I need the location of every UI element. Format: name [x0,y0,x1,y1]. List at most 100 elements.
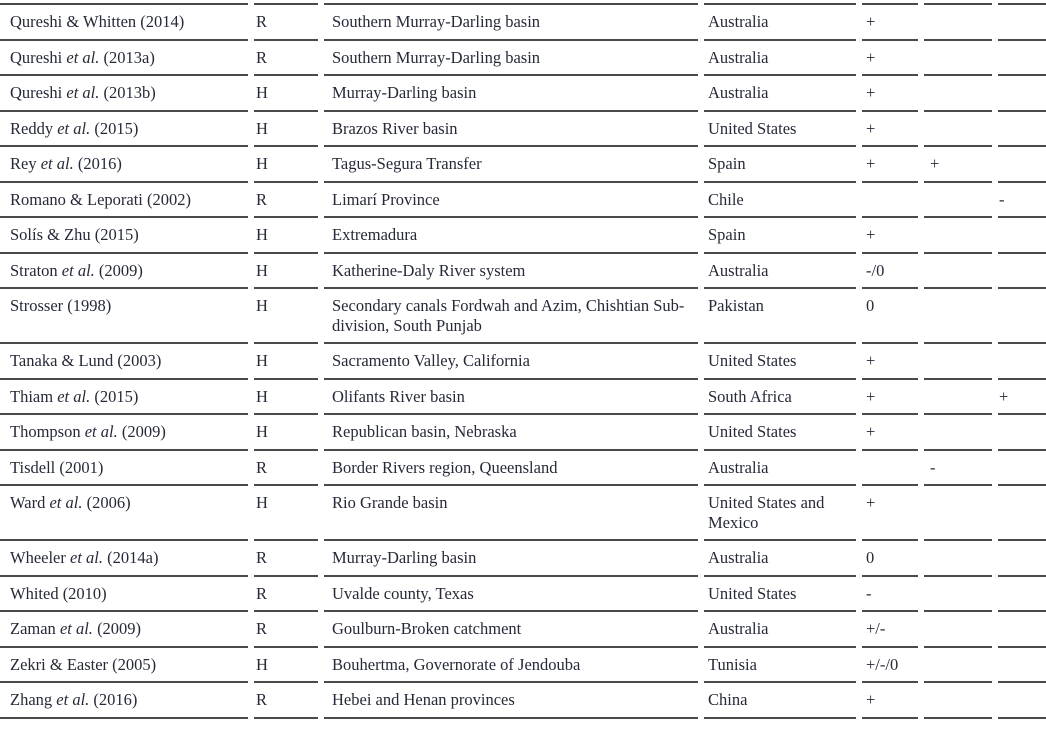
table-row: Straton et al. (2009) H Katherine-Daly R… [0,254,1046,289]
citation-et-al-text: et al. [66,83,100,102]
citation-year-text: (2013a) [99,47,155,67]
method-type-cell: R [254,541,318,577]
country-cell: United States [704,112,856,147]
method-type-cell: H [254,147,318,183]
citation-author-text: Thiam [10,386,58,406]
location-cell: Tagus-Segura Transfer [324,147,698,183]
effect-1-cell: + [862,218,918,254]
method-type-cell: R [254,3,318,41]
table-row: Thompson et al. (2009) H Republican basi… [0,415,1046,451]
method-type-cell: R [254,577,318,612]
location-cell: Hebei and Henan provinces [324,683,698,719]
table-row: Strosser (1998) H Secondary canals Fordw… [0,289,1046,344]
country-cell: United States [704,344,856,380]
effect-2-cell [924,344,992,380]
method-type-cell: H [254,76,318,112]
citation-cell: Whited (2010) [0,577,248,612]
citation-author-text: Strosser (1998) [10,296,112,315]
citation-year-text: (2009) [94,260,143,280]
effect-1-cell: + [862,344,918,380]
effect-2-cell [924,486,992,541]
citation-author-text: Tisdell (2001) [10,457,104,477]
citation-author-text: Zekri & Easter (2005) [10,654,157,674]
method-type-cell: H [254,486,318,541]
country-cell: South Africa [704,380,856,415]
citation-cell: Tanaka & Lund (2003) [0,344,248,380]
table-row: Rey et al. (2016) H Tagus-Segura Transfe… [0,147,1046,183]
citation-author-text: Romano & Leporati (2002) [10,189,192,209]
table-body: Qureshi & Whitten (2014) R Southern Murr… [0,3,1046,719]
effect-2-cell: + [924,147,992,183]
method-type-cell: R [254,41,318,76]
citation-cell: Thiam et al. (2015) [0,380,248,415]
citation-et-al-text: et al. [56,690,90,709]
table-row: Romano & Leporati (2002) R Limarí Provin… [0,183,1046,218]
effect-1-cell: + [862,41,918,76]
effect-2-cell: - [924,451,992,486]
method-type-cell: H [254,648,318,683]
method-type-cell: R [254,183,318,218]
citation-et-al-text: et al. [66,47,100,67]
country-cell: United States and Mexico [704,486,856,541]
citation-et-al-text: et al. [70,548,103,567]
effect-1-cell [862,451,918,486]
effect-1-cell [862,183,918,218]
citation-author-text: Zaman [10,619,60,638]
location-cell: Border Rivers region, Queensland [324,451,698,486]
country-cell: Australia [704,451,856,486]
citation-cell: Thompson et al. (2009) [0,415,248,451]
location-cell: Uvalde county, Texas [324,577,698,612]
citation-et-al-text: et al. [59,619,93,638]
country-cell: Spain [704,218,856,254]
location-cell: Secondary canals Fordwah and Azim, Chish… [324,289,698,344]
location-cell: Southern Murray-Darling basin [324,3,698,41]
effect-1-cell: + [862,112,918,147]
citation-author-text: Qureshi [10,83,67,102]
effect-1-cell: 0 [862,289,918,344]
citation-author-text: Tanaka & Lund (2003) [10,351,162,370]
method-type-cell: R [254,451,318,486]
location-cell: Goulburn-Broken catchment [324,612,698,648]
method-type-cell: H [254,380,318,415]
effect-3-cell [998,344,1046,380]
citation-year-text: (2006) [82,493,131,512]
effect-2-cell [924,289,992,344]
citation-year-text: (2015) [90,386,139,406]
citation-cell: Qureshi & Whitten (2014) [0,3,248,41]
citation-author-text: Whited (2010) [10,583,107,603]
location-cell: Extremadura [324,218,698,254]
table-row: Zaman et al. (2009) R Goulburn-Broken ca… [0,612,1046,648]
citation-cell: Qureshi et al. (2013a) [0,41,248,76]
table-row: Whited (2010) R Uvalde county, Texas Uni… [0,577,1046,612]
effect-3-cell [998,415,1046,451]
effect-3-cell [998,76,1046,112]
method-type-cell: H [254,344,318,380]
citation-cell: Zaman et al. (2009) [0,612,248,648]
effect-3-cell: + [998,380,1046,415]
citation-et-al-text: et al. [57,118,91,138]
location-cell: Southern Murray-Darling basin [324,41,698,76]
effect-3-cell [998,3,1046,41]
country-cell: Australia [704,41,856,76]
citation-cell: Tisdell (2001) [0,451,248,486]
location-cell: Murray-Darling basin [324,541,698,577]
effect-2-cell [924,112,992,147]
citation-year-text: (2015) [90,118,139,138]
effect-2-cell [924,76,992,112]
citation-et-al-text: et al. [40,154,74,173]
citation-year-text: (2014a) [103,548,159,567]
citation-cell: Straton et al. (2009) [0,254,248,289]
studies-review-table: Qureshi & Whitten (2014) R Southern Murr… [0,3,1046,719]
effect-2-cell [924,183,992,218]
citation-et-al-text: et al. [57,386,91,406]
citation-et-al-text: et al. [84,422,118,441]
table-row: Zhang et al. (2016) R Hebei and Henan pr… [0,683,1046,719]
citation-author-text: Qureshi [10,47,67,67]
table-row: Thiam et al. (2015) H Olifants River bas… [0,380,1046,415]
citation-cell: Qureshi et al. (2013b) [0,76,248,112]
effect-3-cell [998,41,1046,76]
location-cell: Murray-Darling basin [324,76,698,112]
table-row: Qureshi & Whitten (2014) R Southern Murr… [0,3,1046,41]
effect-1-cell: + [862,486,918,541]
location-cell: Olifants River basin [324,380,698,415]
